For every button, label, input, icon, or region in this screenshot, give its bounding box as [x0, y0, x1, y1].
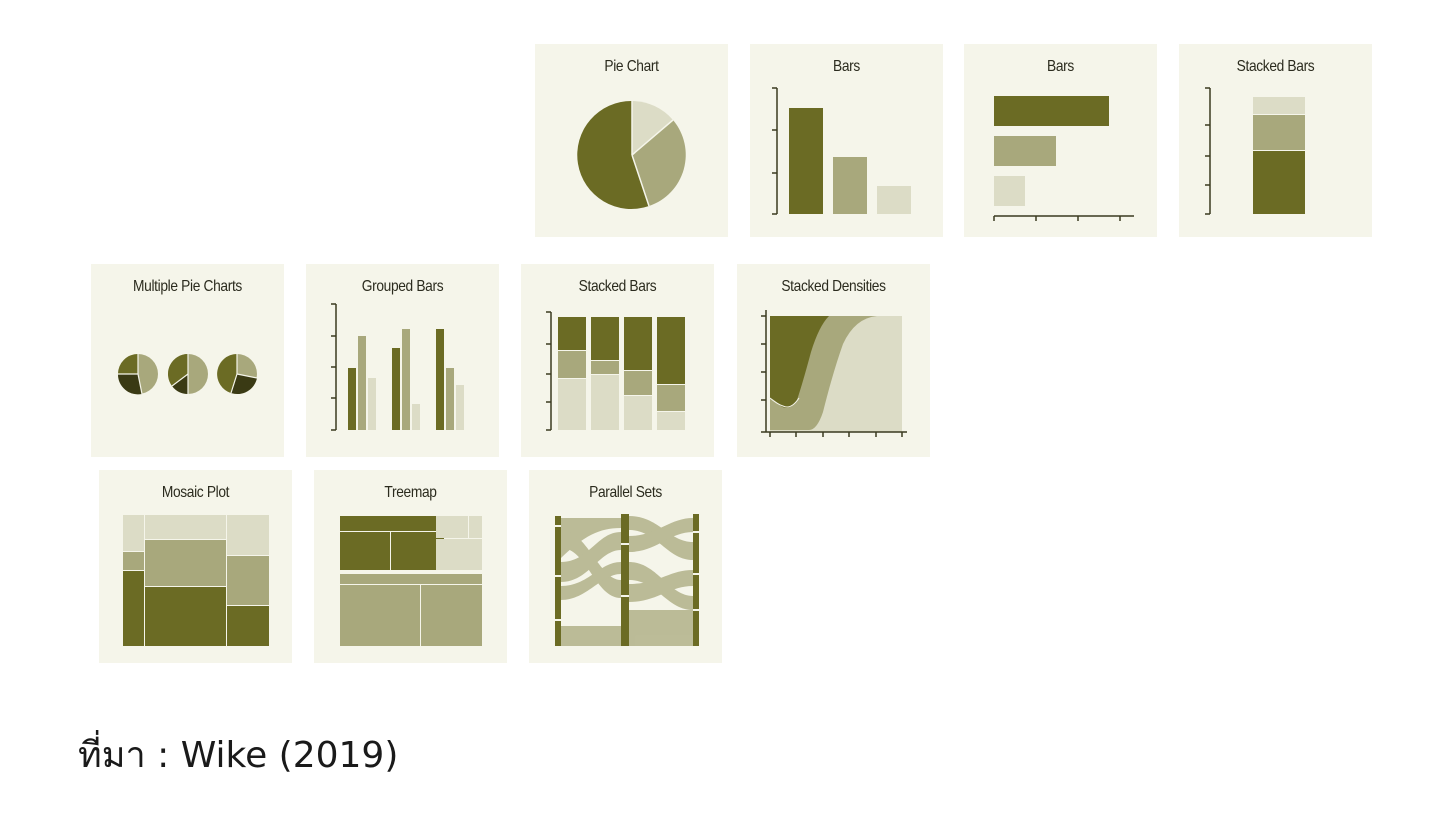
stacked-bars-icon [546, 311, 685, 431]
tile-parallel-sets: Parallel Sets [529, 470, 722, 663]
tile-pie-chart: Pie Chart [535, 44, 728, 237]
tile-title: Parallel Sets [589, 484, 662, 501]
tile-stacked-densities: Stacked Densities [737, 264, 930, 457]
tile-bars-horizontal: Bars [964, 44, 1157, 237]
vertical-bars-icon [772, 87, 911, 215]
stacked-densities-icon [761, 310, 907, 437]
tile-title: Multiple Pie Charts [133, 278, 242, 295]
multiple-pie-charts-icon [117, 354, 258, 395]
tile-title: Treemap [384, 484, 437, 501]
horizontal-bars-icon [993, 96, 1134, 221]
pie-chart-icon [577, 100, 686, 209]
tile-multiple-pie-charts: Multiple Pie Charts [91, 264, 284, 457]
tile-title: Mosaic Plot [161, 484, 230, 501]
tile-title: Bars [833, 58, 860, 75]
tile-title: Bars [1047, 58, 1074, 75]
stacked-bar-icon [1205, 87, 1305, 215]
tile-grouped-bars: Grouped Bars [306, 264, 499, 457]
tile-stacked-bars-multi: Stacked Bars [521, 264, 714, 457]
tile-title: Grouped Bars [361, 278, 444, 295]
source-caption: ที่มา : Wike (2019) [78, 735, 399, 776]
tile-title: Stacked Densities [781, 278, 886, 295]
mosaic-plot-icon [123, 515, 269, 646]
tile-title: Pie Chart [604, 58, 659, 75]
grouped-bars-icon [331, 303, 464, 431]
tile-mosaic-plot: Mosaic Plot [99, 470, 292, 663]
parallel-sets-icon [555, 514, 699, 646]
treemap-icon [340, 516, 482, 646]
tile-stacked-bars-single: Stacked Bars [1179, 44, 1372, 237]
tile-bars-vertical: Bars [750, 44, 943, 237]
tile-title: Stacked Bars [1236, 58, 1315, 75]
tile-treemap: Treemap [314, 470, 507, 663]
tile-title: Stacked Bars [578, 278, 657, 295]
